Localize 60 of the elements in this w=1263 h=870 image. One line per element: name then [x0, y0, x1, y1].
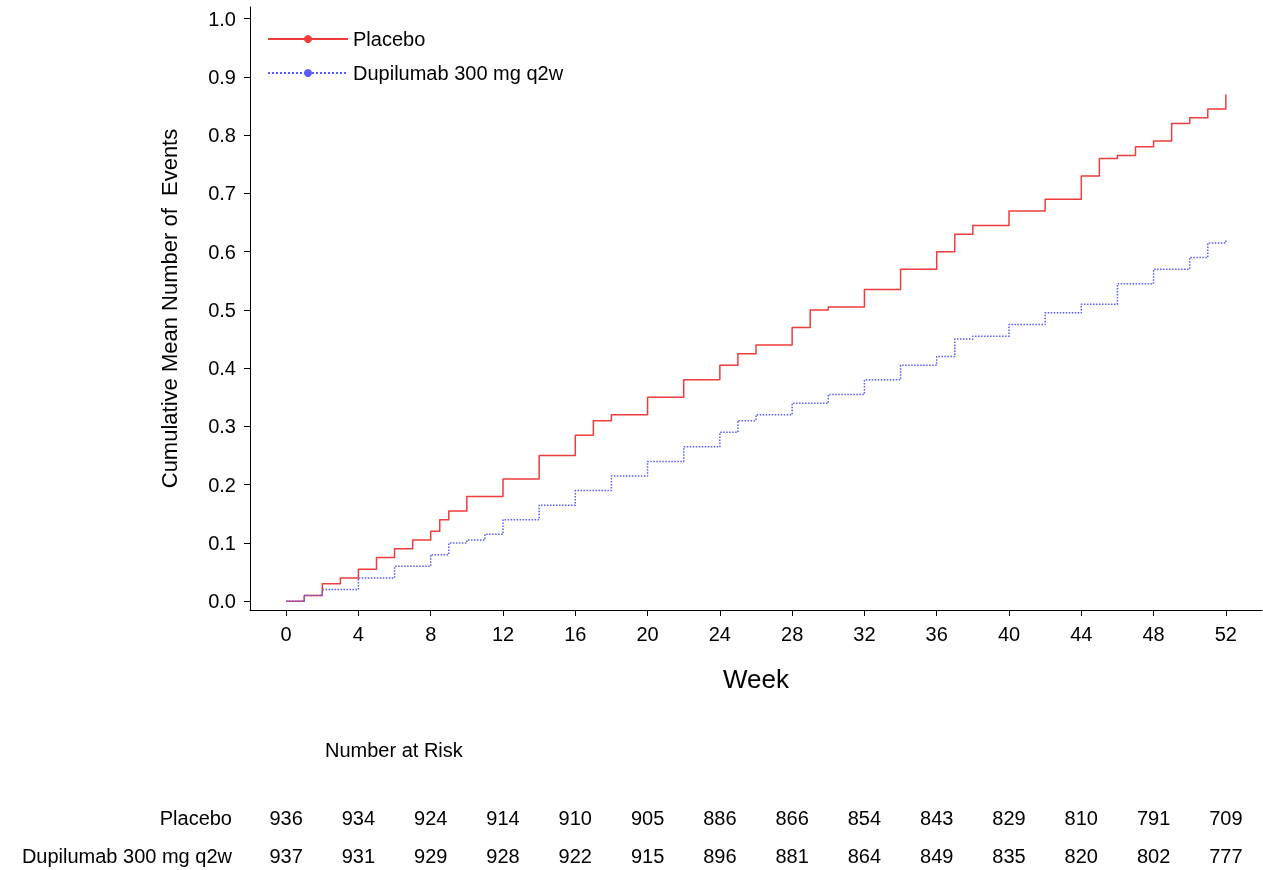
x-tick-label: 40: [997, 623, 1021, 645]
text: 886: [703, 807, 737, 829]
text: 843: [920, 807, 954, 829]
text: 915: [630, 845, 665, 867]
text: 854: [847, 807, 882, 829]
y-tick-label: 0.5: [208, 298, 236, 321]
text: 881: [775, 845, 809, 867]
x-tick-label: 12: [491, 623, 515, 645]
y-tick-label: 0.7: [208, 182, 236, 205]
text: 929: [414, 845, 448, 867]
text: 896: [703, 845, 737, 867]
y-tick-label: 0.2: [208, 473, 236, 496]
x-tick-label: 36: [925, 623, 948, 645]
x-tick-label: 44: [1070, 623, 1093, 645]
text: 914: [486, 807, 520, 829]
x-tick-label: 16: [564, 623, 587, 645]
text: 849: [920, 845, 954, 867]
text: 934: [341, 807, 376, 829]
text: 810: [1064, 807, 1098, 829]
text: 864: [847, 845, 882, 867]
text: Number at Risk: [325, 739, 464, 761]
y-tick-label: 1.0: [208, 7, 236, 30]
legend-label: Dupilumab 300 mg q2w: [353, 62, 564, 84]
legend-label: Placebo: [353, 28, 426, 50]
text: 936: [269, 807, 303, 829]
x-tick-label: 24: [708, 623, 731, 645]
x-tick-label: 20: [636, 623, 659, 645]
y-tick-label: 0.1: [208, 532, 236, 554]
x-tick-label: 32: [853, 623, 876, 645]
y-tick-label: 0.8: [208, 124, 236, 147]
x-tick-label: 0: [280, 623, 292, 645]
text: 835: [992, 845, 1026, 867]
x-tick-label: 8: [425, 623, 437, 645]
text: 820: [1064, 845, 1098, 867]
text: 709: [1209, 807, 1243, 829]
x-tick-label: 48: [1142, 623, 1165, 645]
text: 937: [269, 845, 303, 867]
text: 910: [558, 807, 592, 829]
text: 829: [992, 807, 1026, 829]
x-tick-label: 52: [1214, 623, 1237, 645]
text: 791: [1136, 807, 1171, 829]
y-tick-label: 0.0: [208, 590, 236, 613]
y-tick-label: 0.9: [208, 65, 236, 88]
text: 802: [1136, 845, 1171, 867]
y-axis-title: Cumulative Mean Number of Events: [156, 128, 182, 489]
y-tick-label: 0.3: [208, 415, 236, 438]
text: 924: [414, 807, 448, 829]
text: Placebo: [159, 807, 232, 829]
x-tick-label: 4: [352, 623, 364, 645]
text: 905: [630, 807, 665, 829]
text: 931: [341, 845, 376, 867]
x-tick-label: 28: [781, 623, 804, 645]
y-tick-label: 0.4: [208, 357, 236, 380]
y-tick-label: 0.6: [208, 240, 236, 263]
text: Dupilumab 300 mg q2w: [21, 845, 233, 867]
text: 922: [558, 845, 592, 867]
text: 866: [775, 807, 809, 829]
x-axis-title: Week: [723, 664, 790, 694]
text: 777: [1209, 845, 1243, 867]
text: 928: [486, 845, 520, 867]
